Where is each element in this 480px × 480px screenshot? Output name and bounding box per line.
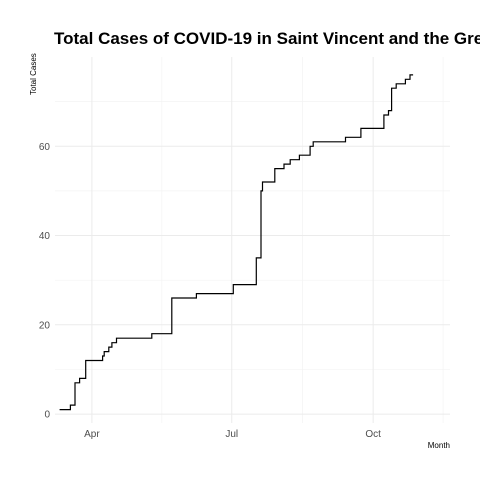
series-group bbox=[59, 74, 414, 411]
grid bbox=[55, 57, 450, 423]
x-tick-label: Oct bbox=[365, 429, 381, 440]
tick-labels: 0 20 40 60 Apr Jul Oct bbox=[39, 142, 381, 440]
y-tick-label: 40 bbox=[39, 231, 51, 242]
x-tick-label: Jul bbox=[225, 429, 238, 440]
x-axis-label: Month bbox=[428, 441, 450, 450]
y-tick-label: 20 bbox=[39, 320, 51, 331]
y-tick-label: 60 bbox=[39, 142, 51, 153]
series-line-total-cases bbox=[59, 74, 414, 411]
chart-title: Total Cases of COVID-19 in Saint Vincent… bbox=[54, 29, 480, 48]
x-tick-label: Apr bbox=[84, 429, 100, 440]
y-tick-label: 0 bbox=[44, 410, 50, 421]
y-axis-label: Total Cases bbox=[29, 53, 38, 95]
